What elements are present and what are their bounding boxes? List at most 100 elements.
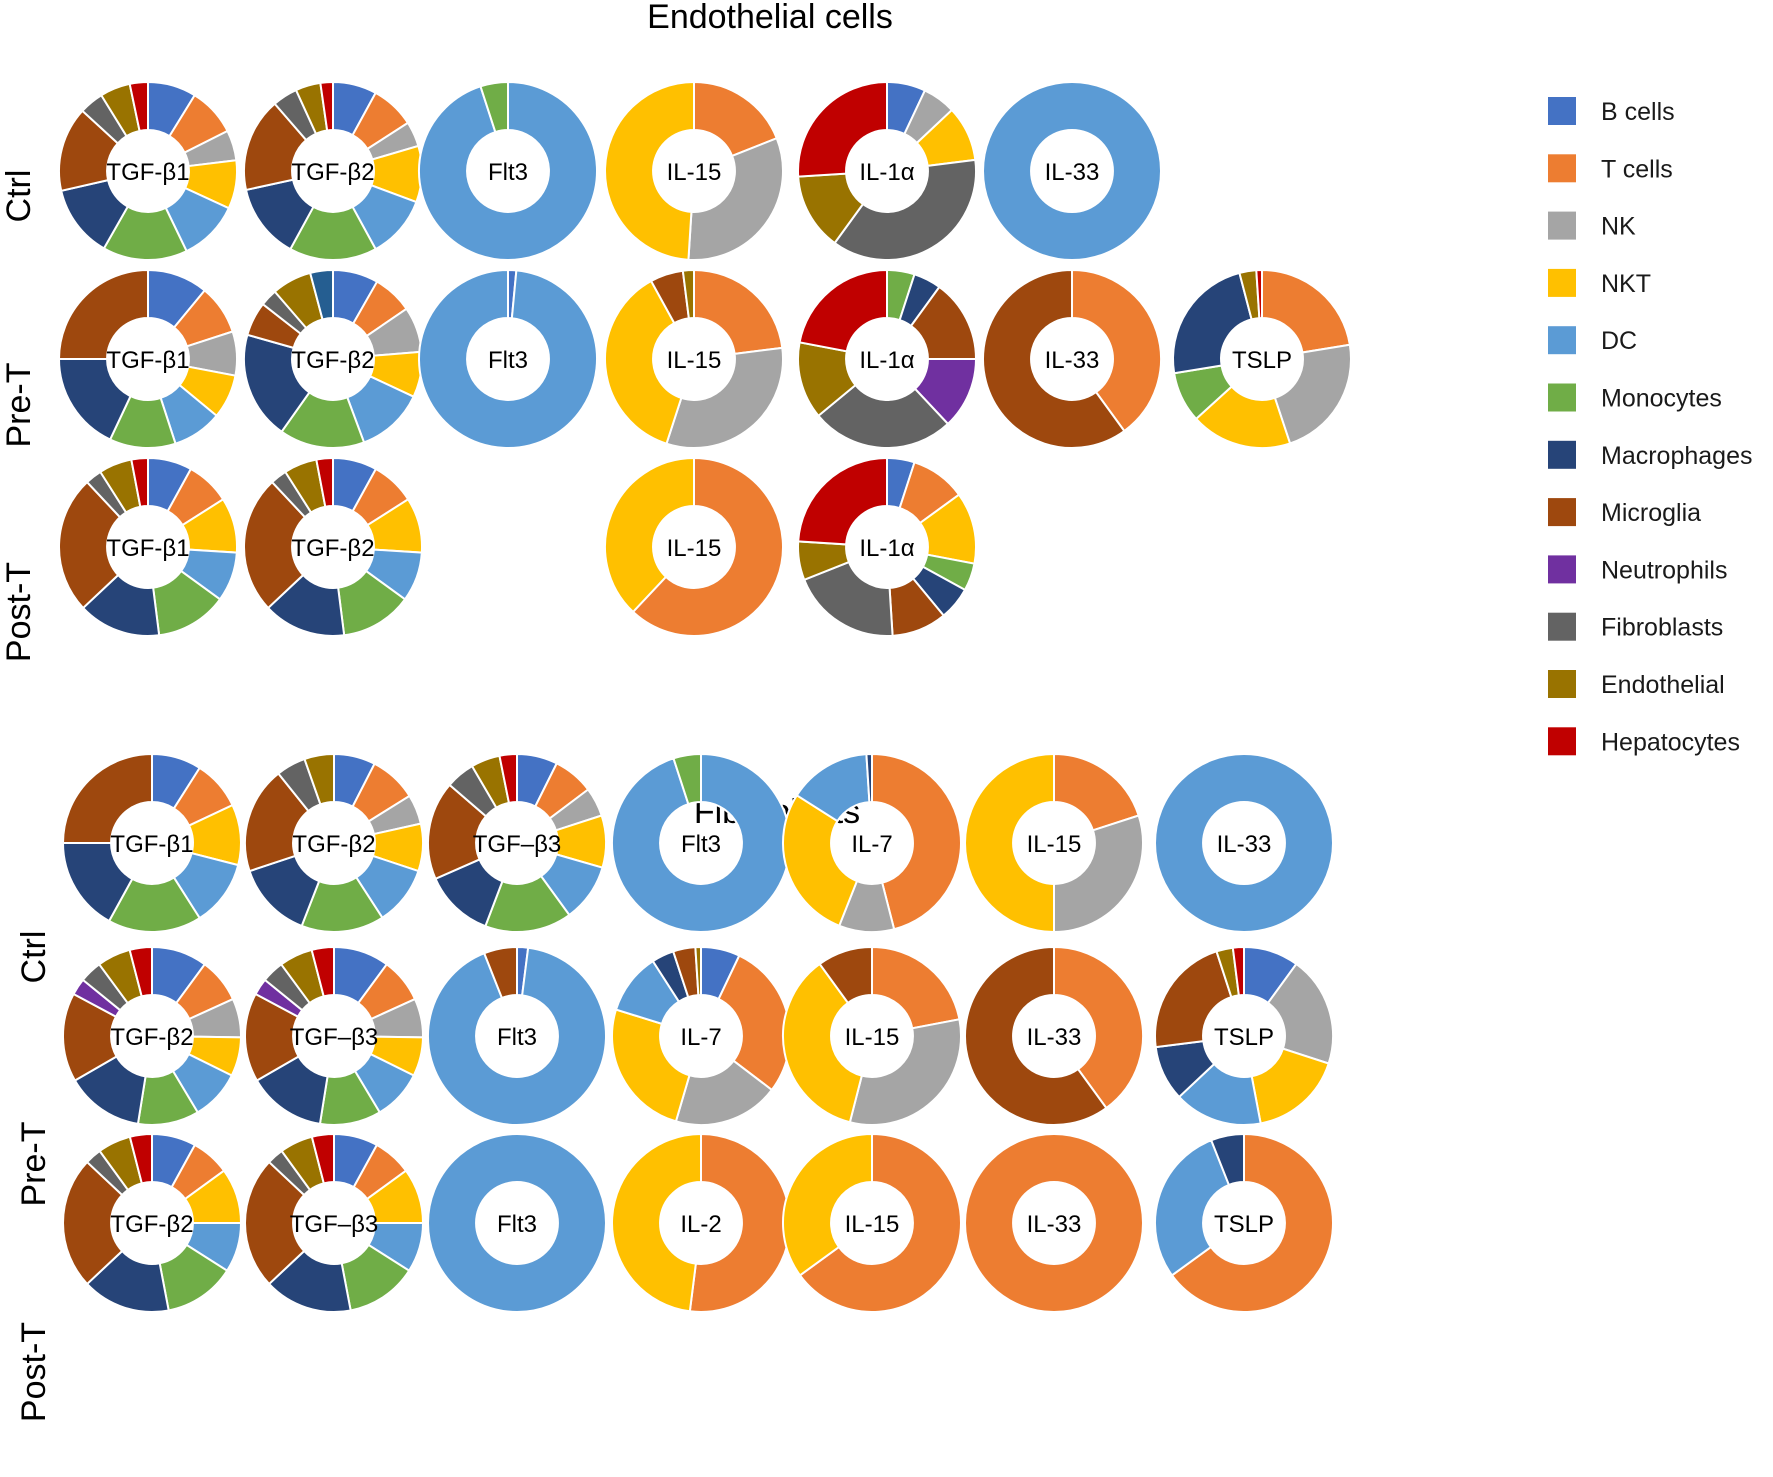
slice-macrophages [1172, 271, 1253, 375]
slice-dc [418, 268, 598, 449]
slice-nk [1273, 343, 1352, 445]
donut-label: Flt3 [488, 347, 528, 374]
slice-t-cells [1053, 945, 1144, 1110]
legend-label: B cells [1601, 98, 1675, 126]
slice-endothelial [694, 945, 702, 997]
donut-label: TGF-β2 [110, 1211, 193, 1238]
slice-hepatocytes [128, 80, 149, 133]
slice-hepatocytes [130, 456, 149, 508]
donut-label: TGF-β1 [106, 347, 189, 374]
donut-label: TGF-β2 [292, 831, 375, 858]
slice-fibroblasts [833, 158, 977, 261]
slice-hepatocytes [315, 456, 334, 508]
donut-label: TGF–β3 [290, 1024, 379, 1051]
donut-label: IL-15 [667, 159, 722, 186]
slice-nkt [782, 962, 864, 1124]
donut-label: TGF–β3 [473, 831, 562, 858]
donut-fibroblasts-ctrl-tgf-3: TGF–β3 [427, 752, 607, 933]
legend: B cells T cells NK NKT DC Monocytes Macrophage… [1548, 97, 1752, 756]
slice-hepatocytes [128, 945, 153, 998]
legend-item-nkt: NKT [1548, 268, 1651, 298]
donut-endothelial-cells-pre-t-il-33: IL-33 [982, 268, 1162, 449]
donut-fibroblasts-pre-t-il-33: IL-33 [963, 945, 1144, 1126]
donut-label: IL-33 [1045, 159, 1100, 186]
donut-endothelial-cells-post-t-tgf-2: TGF-β2 [243, 456, 423, 637]
donut-label: IL-15 [845, 1024, 900, 1051]
donut-label: TSLP [1214, 1024, 1274, 1051]
slice-macrophages [1209, 1132, 1245, 1187]
donut-fibroblasts-pre-t-il-15: IL-15 [782, 945, 962, 1126]
donut-fibroblasts-post-t-il-33: IL-33 [963, 1133, 1144, 1313]
donut-endothelial-cells-pre-t-tgf-2: TGF-β2 [243, 268, 423, 449]
row-label-ctrl: Ctrl [15, 931, 53, 984]
donut-endothelial-cells-ctrl-il-15: IL-15 [604, 80, 784, 261]
donut-fibroblasts-post-t-tgf-3: TGF–β3 [244, 1132, 425, 1313]
legend-item-endothelial: Endothelial [1548, 670, 1725, 699]
slice-microglia [244, 1160, 306, 1286]
legend-swatch [1548, 383, 1576, 412]
donut-fibroblasts-ctrl-il-7: IL-7 [782, 752, 962, 933]
legend-item-b-cells: B cells [1548, 97, 1675, 126]
legend-label: Neutrophils [1601, 556, 1727, 584]
donut-endothelial-cells-pre-t-tgf-1: TGF-β1 [57, 268, 238, 449]
slice-nkt [604, 80, 695, 261]
legend-label: Microglia [1601, 499, 1701, 527]
donut-fibroblasts-ctrl-il-15: IL-15 [964, 752, 1144, 934]
legend-item-fibroblasts: Fibroblasts [1548, 612, 1723, 642]
donut-label: TGF-β2 [291, 535, 374, 562]
row-label-post-t: Post-T [0, 562, 38, 662]
donut-label: IL-15 [845, 1211, 900, 1238]
legend-swatch [1548, 440, 1576, 469]
slice-nkt [611, 1132, 702, 1313]
slice-hepatocytes [798, 268, 888, 353]
legend-item-monocytes: Monocytes [1548, 383, 1722, 413]
donut-endothelial-cells-post-t-il-1: IL-1α [797, 456, 977, 637]
slice-nkt [782, 1132, 873, 1277]
legend-label: Monocytes [1601, 385, 1722, 413]
slice-nk [687, 136, 784, 261]
row-label-pre-t: Pre-T [0, 363, 38, 448]
donut-label: IL-33 [1027, 1024, 1082, 1051]
donut-label: TGF-β2 [291, 347, 374, 374]
slice-hepatocytes [1231, 945, 1245, 997]
donut-endothelial-cells-ctrl-tgf-1: TGF-β1 [58, 80, 238, 261]
legend-swatch [1548, 211, 1576, 240]
donut-endothelial-cells-ctrl-il-1: IL-1α [797, 80, 977, 261]
donut-charts: TGF-β1 TGF-β2 Flt3 IL-15 IL-1α IL-33 TGF-β1 TGF… [57, 80, 1352, 1313]
donut-endothelial-cells-ctrl-tgf-2: TGF-β2 [243, 80, 423, 261]
slice-t-cells [717, 954, 791, 1092]
donut-label: TGF-β1 [110, 831, 193, 858]
donut-endothelial-cells-post-t-tgf-1: TGF-β1 [58, 456, 238, 637]
slice-dc [1154, 1138, 1231, 1277]
slice-nk [665, 346, 784, 449]
slice-fibroblasts [817, 383, 950, 449]
donut-fibroblasts-post-t-tgf-2: TGF-β2 [62, 1132, 243, 1313]
slice-dc [427, 946, 607, 1126]
donut-fibroblasts-pre-t-tslp: TSLP [1154, 945, 1334, 1126]
donut-fibroblasts-ctrl-tgf-2: TGF-β2 [244, 752, 424, 933]
legend-label: NKT [1601, 270, 1651, 298]
donut-fibroblasts-pre-t-tgf-3: TGF–β3 [244, 945, 425, 1126]
legend-item-macrophages: Macrophages [1548, 440, 1752, 470]
slice-t-cells [1261, 268, 1352, 354]
slice-nkt [604, 279, 683, 445]
donut-label: TGF-β1 [106, 159, 189, 186]
slice-nkt [611, 1008, 691, 1123]
donut-fibroblasts-post-t-il-2: IL-2 [611, 1132, 791, 1313]
slice-dc [981, 81, 1162, 261]
legend-label: T cells [1601, 155, 1673, 183]
slice-unlabeled [308, 268, 334, 321]
donut-label: Flt3 [488, 159, 528, 186]
slice-microglia [818, 945, 873, 1005]
slice-hepatocytes [310, 945, 335, 998]
donut-label: Flt3 [497, 1024, 537, 1051]
section-title-endothelial-cells: Endothelial cells [647, 0, 893, 36]
slice-t-cells [963, 1133, 1144, 1313]
row-label-post-t: Post-T [15, 1322, 53, 1422]
donut-fibroblasts-ctrl-flt3: Flt3 [611, 752, 791, 933]
donut-endothelial-cells-pre-t-il-15: IL-15 [604, 268, 784, 449]
donut-label: TGF-β2 [291, 159, 374, 186]
slice-dc [426, 1133, 607, 1313]
legend-swatch [1548, 97, 1576, 125]
legend-swatch [1548, 670, 1576, 698]
